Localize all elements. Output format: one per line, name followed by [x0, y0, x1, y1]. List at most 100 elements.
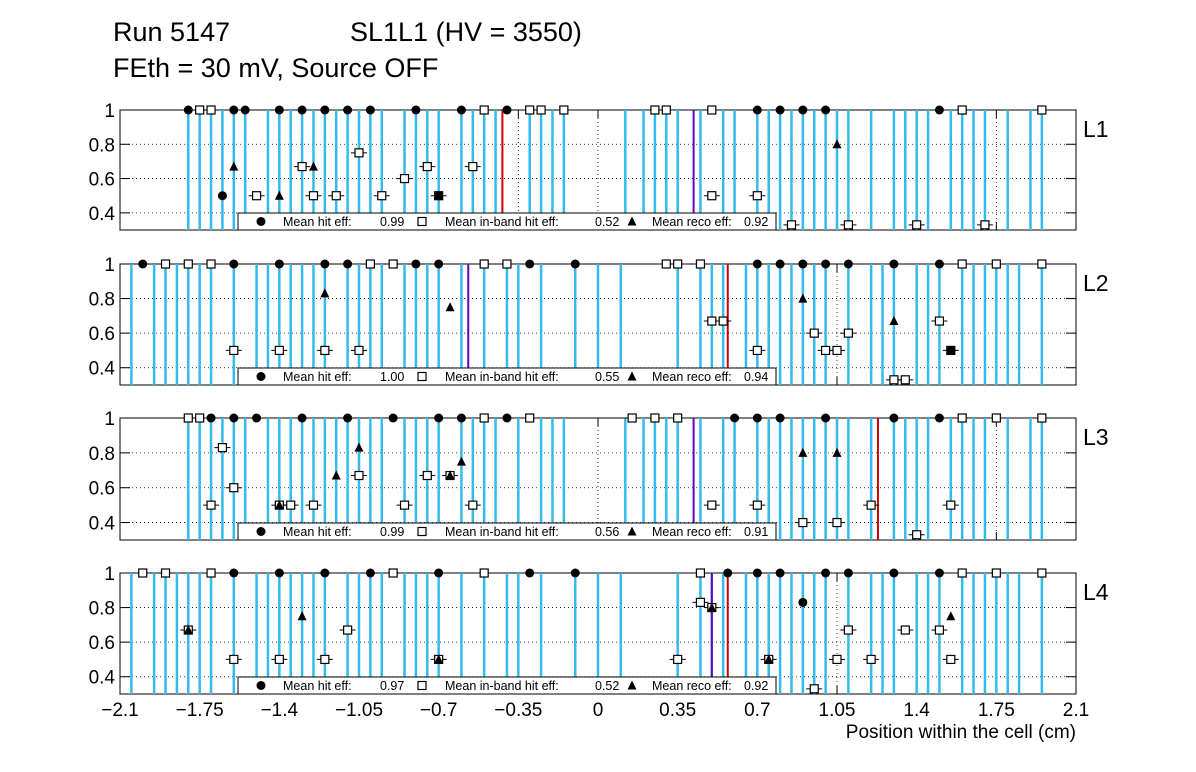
inband-point	[388, 568, 398, 578]
inband-point	[912, 220, 922, 230]
inband-point	[229, 654, 239, 665]
hit-point	[889, 568, 899, 578]
inband-point	[809, 328, 819, 338]
legend-box	[237, 212, 777, 231]
hit-point	[775, 568, 785, 578]
inband-point	[957, 105, 967, 115]
inband-point	[934, 625, 945, 635]
inband-point	[251, 191, 262, 201]
inband-point	[809, 684, 819, 694]
inband-point	[206, 259, 216, 269]
inband-point	[274, 345, 284, 356]
x-tick-label: −2.1	[101, 700, 139, 721]
inband-point	[752, 345, 762, 356]
legend-inband-marker	[417, 526, 427, 537]
inband-point	[559, 105, 569, 115]
reco-point	[798, 293, 808, 303]
inband-point	[912, 530, 922, 540]
reco-point	[832, 139, 842, 149]
inband-point	[673, 654, 683, 665]
inband-point	[843, 220, 853, 230]
hit-point	[229, 105, 239, 115]
legend-reco-value: 0.94	[744, 370, 768, 384]
legend-box	[237, 367, 777, 386]
legend-inband-marker	[417, 216, 427, 227]
x-tick-label: 0	[593, 700, 604, 721]
layer-label: L2	[1083, 270, 1109, 296]
reco-point	[707, 602, 717, 612]
inband-point	[650, 105, 660, 115]
inband-point	[479, 105, 489, 115]
y-tick-label: 1	[104, 564, 115, 585]
legend-reco-value: 0.92	[744, 215, 768, 229]
inband-point	[991, 568, 1001, 578]
hit-point	[229, 413, 239, 423]
reco-point	[434, 190, 444, 200]
inband-point	[468, 500, 478, 510]
hit-point	[934, 413, 944, 423]
x-tick-label: −0.7	[420, 700, 458, 721]
hit-point	[411, 105, 421, 115]
legend-box	[237, 522, 777, 541]
inband-point	[957, 259, 967, 269]
hit-point	[343, 259, 353, 269]
reco-point	[946, 611, 956, 621]
hit-point	[821, 105, 831, 115]
hit-point	[723, 568, 733, 578]
inband-point	[320, 654, 330, 665]
inband-point	[957, 413, 967, 423]
layer-label: L4	[1083, 579, 1109, 605]
inband-point	[866, 654, 876, 665]
legend-inband-value: 0.52	[595, 215, 619, 229]
hit-point	[889, 413, 899, 423]
inband-point	[354, 470, 364, 481]
hit-point	[821, 413, 831, 423]
inband-point	[900, 625, 910, 635]
legend-hit-label: Mean hit eff:	[283, 679, 352, 693]
y-tick-label: 0.6	[89, 170, 115, 191]
reco-point	[331, 470, 341, 480]
reco-point	[320, 288, 330, 298]
x-axis-label: Position within the cell (cm)	[846, 722, 1076, 743]
hit-point	[752, 568, 762, 578]
inband-point	[183, 259, 193, 269]
inband-point	[195, 413, 205, 423]
hit-point	[434, 568, 444, 578]
hit-point	[752, 259, 762, 269]
chamber-title: SL1L1 (HV = 3550)	[350, 17, 582, 47]
legend-inband-label: Mean in-band hit eff:	[445, 679, 559, 693]
inband-point	[957, 568, 967, 578]
y-tick-label: 0.6	[89, 479, 115, 500]
reco-point	[445, 302, 455, 312]
inband-point	[991, 259, 1001, 269]
inband-point	[399, 173, 410, 184]
inband-point	[843, 625, 853, 635]
hit-point	[525, 568, 535, 578]
x-tick-label: −1.4	[261, 700, 299, 721]
y-tick-label: 0.4	[89, 359, 116, 380]
legend-reco-label: Mean reco eff:	[652, 370, 732, 384]
legend-reco-value: 0.91	[744, 525, 768, 539]
reco-point	[832, 447, 842, 457]
inband-point	[525, 413, 535, 423]
reco-point	[274, 500, 284, 510]
inband-point	[661, 259, 671, 269]
hit-point	[320, 568, 330, 578]
x-tick-label: 1.05	[819, 700, 856, 721]
reco-point	[354, 442, 364, 452]
inband-point	[206, 500, 216, 510]
x-tick-label: 2.1	[1063, 700, 1089, 721]
legend-inband-value: 0.56	[595, 525, 619, 539]
inband-point	[183, 413, 193, 423]
legend-inband-value: 0.52	[595, 679, 619, 693]
hit-point	[217, 191, 227, 201]
legend-reco-label: Mean reco eff:	[652, 215, 732, 229]
reco-point	[798, 447, 808, 457]
hit-point	[843, 568, 853, 578]
hit-point	[274, 259, 284, 269]
reco-point	[229, 161, 239, 171]
inband-point	[536, 105, 546, 115]
hit-point	[570, 568, 580, 578]
inband-point	[217, 443, 228, 453]
inband-point	[866, 500, 876, 510]
